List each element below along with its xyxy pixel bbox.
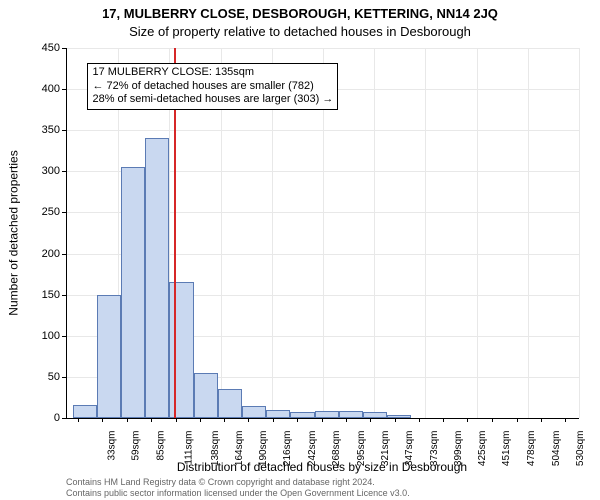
- x-tick-label: 85sqm: [155, 431, 166, 461]
- histogram-bar: [145, 138, 169, 418]
- x-tick-mark: [541, 418, 542, 422]
- x-tick-mark: [517, 418, 518, 422]
- x-tick-mark: [151, 418, 152, 422]
- y-tick-mark: [62, 130, 66, 131]
- y-tick-mark: [62, 418, 66, 419]
- histogram-bar: [363, 412, 387, 418]
- x-tick-mark: [443, 418, 444, 422]
- x-tick-mark: [492, 418, 493, 422]
- histogram-bar: [121, 167, 145, 418]
- y-tick-mark: [62, 254, 66, 255]
- x-tick-mark: [102, 418, 103, 422]
- x-tick-mark: [322, 418, 323, 422]
- x-tick-mark: [395, 418, 396, 422]
- x-tick-mark: [346, 418, 347, 422]
- x-tick-mark: [78, 418, 79, 422]
- y-tick-mark: [62, 89, 66, 90]
- footer-attribution: Contains HM Land Registry data © Crown c…: [66, 477, 410, 498]
- x-tick-mark: [248, 418, 249, 422]
- annotation-line-2: ← 72% of detached houses are smaller (78…: [92, 80, 333, 94]
- histogram-bar: [169, 282, 193, 418]
- annotation-line-3: 28% of semi-detached houses are larger (…: [92, 93, 333, 107]
- histogram-bar: [290, 412, 314, 418]
- y-tick-mark: [62, 171, 66, 172]
- histogram-bar: [242, 406, 266, 418]
- x-tick-mark: [176, 418, 177, 422]
- x-tick-mark: [200, 418, 201, 422]
- chart-figure: 17, MULBERRY CLOSE, DESBOROUGH, KETTERIN…: [0, 0, 600, 500]
- annotation-line-1: 17 MULBERRY CLOSE: 135sqm: [92, 66, 333, 80]
- gridline-vertical: [374, 48, 375, 418]
- x-tick-mark: [467, 418, 468, 422]
- x-tick-mark: [127, 418, 128, 422]
- x-tick-label: 33sqm: [107, 431, 118, 461]
- footer-line2: Contains public sector information licen…: [66, 488, 410, 498]
- y-tick-label: 100: [20, 330, 60, 342]
- histogram-bar: [194, 373, 218, 418]
- y-tick-label: 450: [20, 42, 60, 54]
- y-tick-label: 350: [20, 124, 60, 136]
- histogram-bar: [218, 389, 242, 418]
- chart-title-line2: Size of property relative to detached ho…: [0, 24, 600, 39]
- histogram-bar: [387, 415, 411, 418]
- gridline-vertical: [425, 48, 426, 418]
- x-tick-mark: [419, 418, 420, 422]
- y-tick-label: 200: [20, 248, 60, 260]
- y-tick-mark: [62, 212, 66, 213]
- y-tick-label: 150: [20, 289, 60, 301]
- y-axis-label: Number of detached properties: [6, 48, 22, 418]
- x-tick-mark: [224, 418, 225, 422]
- y-tick-mark: [62, 336, 66, 337]
- y-tick-label: 50: [20, 371, 60, 383]
- y-tick-label: 250: [20, 206, 60, 218]
- gridline-vertical: [579, 48, 580, 418]
- histogram-bar: [266, 410, 290, 418]
- x-tick-mark: [273, 418, 274, 422]
- y-tick-label: 300: [20, 165, 60, 177]
- histogram-bar: [73, 405, 97, 418]
- x-tick-mark: [565, 418, 566, 422]
- y-axis-label-text: Number of detached properties: [7, 150, 21, 315]
- y-tick-label: 0: [20, 412, 60, 424]
- gridline-vertical: [477, 48, 478, 418]
- chart-title-line1: 17, MULBERRY CLOSE, DESBOROUGH, KETTERIN…: [0, 6, 600, 21]
- y-tick-label: 400: [20, 83, 60, 95]
- annotation-box: 17 MULBERRY CLOSE: 135sqm← 72% of detach…: [87, 63, 338, 110]
- footer-line1: Contains HM Land Registry data © Crown c…: [66, 477, 410, 487]
- histogram-bar: [97, 295, 121, 418]
- y-tick-mark: [62, 48, 66, 49]
- gridline-vertical: [528, 48, 529, 418]
- y-tick-mark: [62, 295, 66, 296]
- x-axis-label: Distribution of detached houses by size …: [66, 460, 578, 474]
- y-tick-mark: [62, 377, 66, 378]
- plot-area: 17 MULBERRY CLOSE: 135sqm← 72% of detach…: [66, 48, 579, 419]
- histogram-bar: [339, 411, 363, 418]
- x-tick-label: 59sqm: [131, 431, 142, 461]
- histogram-bar: [315, 411, 339, 418]
- x-tick-mark: [370, 418, 371, 422]
- x-tick-mark: [297, 418, 298, 422]
